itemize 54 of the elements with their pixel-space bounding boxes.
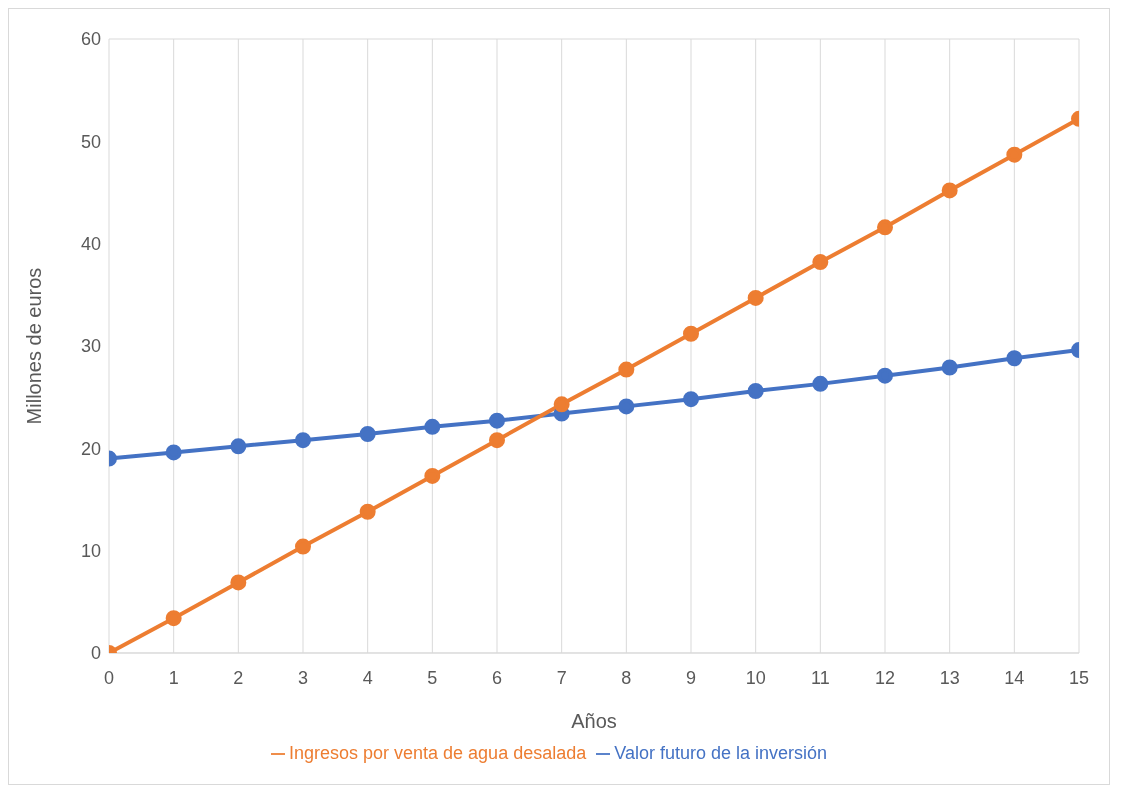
point	[424, 467, 441, 484]
point	[941, 182, 958, 199]
y-tick-label: 20	[80, 438, 101, 459]
x-tick-label: 9	[685, 667, 697, 688]
point	[165, 444, 182, 461]
point	[424, 418, 441, 435]
y-tick-label: 10	[80, 541, 101, 562]
x-tick-label: 0	[103, 667, 115, 688]
x-tick-label: 4	[362, 667, 373, 688]
x-tick-label: 13	[939, 667, 960, 688]
y-tick-label: 60	[80, 29, 101, 50]
y-tick-label: 30	[80, 336, 101, 357]
point	[165, 610, 182, 627]
point	[812, 375, 829, 392]
x-tick-label: 8	[621, 667, 632, 688]
point	[489, 412, 505, 429]
point	[1006, 146, 1023, 163]
point	[230, 574, 247, 591]
y-axis-title: Millones de euros	[23, 267, 46, 425]
point	[230, 438, 247, 455]
point	[359, 426, 376, 443]
point	[359, 503, 376, 520]
point	[877, 219, 893, 236]
point	[941, 359, 958, 376]
point	[747, 383, 764, 400]
point	[618, 398, 635, 415]
point	[553, 396, 570, 413]
point	[683, 391, 699, 408]
y-tick-label: 40	[80, 234, 101, 255]
x-tick-label: 5	[427, 667, 438, 688]
point	[295, 432, 311, 449]
point	[295, 538, 311, 555]
point	[683, 325, 699, 342]
y-tick-label: 50	[80, 131, 101, 152]
y-tick-label: 0	[90, 643, 101, 664]
x-tick-label: 7	[556, 667, 567, 688]
point	[812, 254, 829, 271]
point	[747, 289, 764, 306]
x-axis-title: Años	[571, 710, 617, 732]
legend-label: Valor futuro de la inversión	[614, 743, 828, 763]
point	[1006, 350, 1023, 367]
x-tick-label: 11	[810, 667, 830, 688]
x-tick-label: 15	[1068, 667, 1090, 688]
point	[877, 367, 893, 384]
x-tick-label: 3	[297, 667, 309, 688]
legend-label: Ingresos por venta de agua desalada	[288, 743, 587, 763]
x-tick-label: 10	[745, 667, 766, 688]
x-tick-label: 12	[874, 667, 896, 688]
point	[618, 361, 635, 378]
x-tick-label: 1	[168, 667, 179, 688]
x-tick-label: 14	[1004, 667, 1025, 688]
x-tick-label: 2	[233, 667, 244, 688]
x-tick-label: 6	[491, 667, 503, 688]
point	[489, 432, 505, 449]
